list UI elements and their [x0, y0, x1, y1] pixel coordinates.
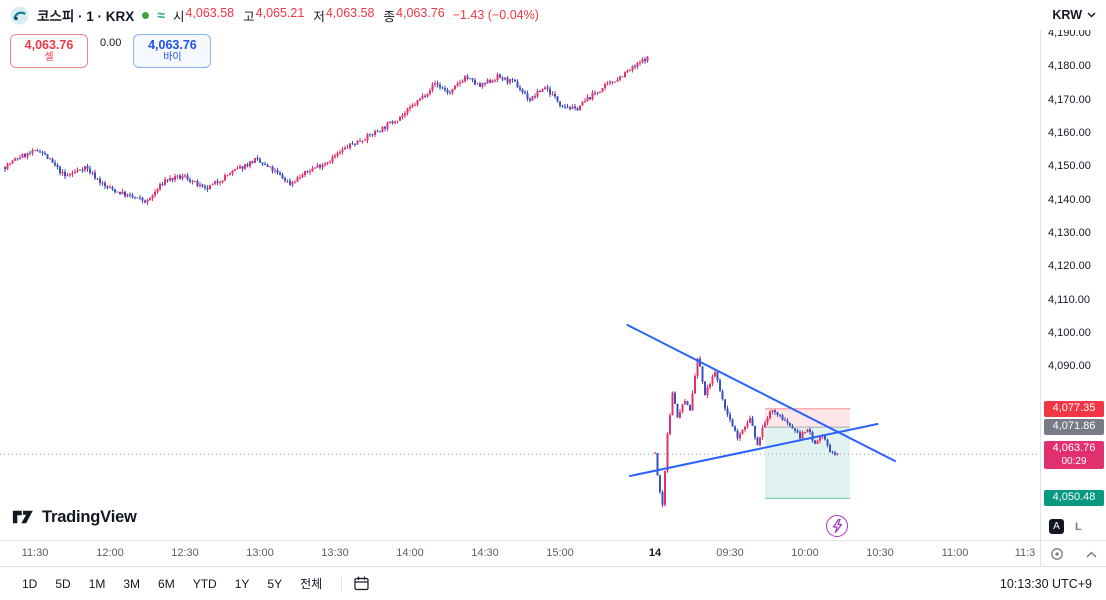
currency-label: KRW — [1052, 8, 1082, 22]
price-level-badge: 4,050.48 — [1044, 490, 1104, 507]
time-tick-label: 10:30 — [866, 547, 894, 559]
ohlc-values: 시 4,063.58 고 4,065.21 저 4,063.58 종 4,063.76 — [173, 6, 445, 25]
range-button-6m[interactable]: 6M — [158, 576, 175, 591]
lightning-icon — [832, 519, 842, 533]
ohlc-item: 종 4,063.76 — [383, 5, 445, 24]
price-tick-label: 4,090.00 — [1048, 360, 1091, 373]
price-tick-label: 4,170.00 — [1048, 93, 1091, 106]
chart-header: 코스피 · 1 · KRX ≈ 시 4,063.58 고 4,065.21 저 4,063… — [0, 0, 1106, 30]
buy-price: 4,063.76 — [148, 38, 197, 53]
price-tick-label: 4,130.00 — [1048, 226, 1091, 239]
time-tick-label: 12:00 — [96, 547, 124, 559]
time-tick-label: 11:30 — [21, 547, 49, 559]
bar-countdown: 00:29 — [1061, 455, 1087, 467]
time-tick-label: 10:00 — [791, 547, 819, 559]
range-button-1d[interactable]: 1D — [22, 576, 38, 591]
range-button-3m[interactable]: 3M — [123, 576, 141, 591]
price-tick-label: 4,140.00 — [1048, 193, 1091, 206]
chevron-down-icon — [1087, 12, 1096, 18]
time-tick-label: 09:30 — [716, 547, 744, 559]
market-status-icon — [142, 11, 150, 19]
candlestick-chart[interactable] — [0, 0, 1040, 540]
time-tick-label: 11:00 — [941, 547, 969, 559]
sell-label: 셀 — [44, 52, 54, 64]
currency-selector[interactable]: KRW — [1052, 8, 1096, 22]
trade-panel: 4,063.76 셀 0.00 4,063.76 바이 — [10, 34, 212, 68]
range-button-5d[interactable]: 5D — [55, 576, 71, 591]
scale-buttons: A L — [1049, 519, 1082, 534]
range-button-전체[interactable]: 전체 — [300, 577, 323, 591]
clock[interactable]: 10:13:30 UTC+9 — [999, 576, 1092, 591]
time-axis[interactable]: 11:30 12:00 12:30 13:00 13:30 14:00 14:30 15:00… — [0, 540, 1106, 567]
time-tick-label: 11:3 — [1014, 547, 1036, 559]
sell-price: 4,063.76 — [24, 38, 74, 53]
time-tick-label: 12:30 — [171, 547, 199, 559]
tradingview-logo-icon — [12, 510, 33, 524]
price-tick-label: 4,100.00 — [1048, 326, 1091, 339]
calendar-icon — [354, 576, 369, 591]
price-tick-label: 4,150.00 — [1048, 160, 1091, 173]
tradingview-wordmark: TradingView — [42, 507, 137, 526]
range-button-1m[interactable]: 1M — [88, 576, 106, 591]
range-buttons: 1D 5D 1M 3M 6M YTD 1Y 5Y 전체 — [14, 572, 370, 595]
bottom-toolbar: 1D 5D 1M 3M 6M YTD 1Y 5Y 전체 10:13:30 UTC+9 — [0, 566, 1106, 600]
lightning-button[interactable] — [826, 515, 848, 537]
approx-data-icon: ≈ — [157, 7, 165, 23]
price-tick-label: 4,160.00 — [1048, 126, 1091, 139]
current-price-badge: 4,063.76 00:29 — [1044, 441, 1104, 470]
time-tick-label: 13:30 — [321, 547, 349, 559]
symbol-title[interactable]: 코스피 · 1 · KRX — [37, 9, 135, 24]
go-to-date-button[interactable] — [353, 575, 370, 592]
buy-button[interactable]: 4,063.76 바이 — [133, 34, 212, 68]
range-button-5y[interactable]: 5Y — [267, 576, 283, 591]
time-tick-label: 13:00 — [246, 547, 274, 559]
time-tick-label: 14:30 — [471, 547, 499, 559]
price-tick-label: 4,110.00 — [1048, 293, 1091, 306]
range-button-1y[interactable]: 1Y — [234, 576, 250, 591]
price-axis[interactable]: 4,190.00 4,180.00 4,170.00 4,160.00 4,150.00… — [1040, 0, 1106, 540]
price-change: −1.43 (−0.04%) — [452, 8, 539, 22]
price-tick-label: 4,180.00 — [1048, 60, 1091, 73]
symbol-icon — [10, 6, 29, 24]
sell-button[interactable]: 4,063.76 셀 — [10, 34, 88, 68]
log-scale-button[interactable]: L — [1075, 520, 1082, 533]
price-tick-label: 4,120.00 — [1048, 260, 1091, 273]
ohlc-item: 고 4,065.21 — [243, 5, 305, 24]
buy-label: 바이 — [163, 52, 182, 64]
chevron-up-icon[interactable] — [1086, 551, 1097, 558]
ohlc-item: 저 4,063.58 — [313, 5, 375, 24]
ohlc-item: 시 4,063.58 — [172, 5, 235, 24]
spread-value: 0.00 — [100, 37, 122, 49]
auto-scale-button[interactable]: A — [1049, 519, 1064, 534]
tradingview-logo[interactable]: TradingView — [12, 507, 137, 527]
scroll-to-realtime-icon[interactable] — [1050, 547, 1064, 561]
time-tick-label: 14:00 — [396, 547, 424, 559]
price-level-badge: 4,071.86 — [1044, 419, 1104, 435]
toolbar-divider — [341, 575, 343, 592]
time-tick-label: 14 — [648, 547, 662, 559]
range-button-ytd[interactable]: YTD — [192, 576, 217, 591]
price-level-badge: 4,077.35 — [1044, 400, 1104, 417]
axis-corner — [1040, 541, 1106, 567]
time-tick-label: 15:00 — [546, 547, 574, 559]
